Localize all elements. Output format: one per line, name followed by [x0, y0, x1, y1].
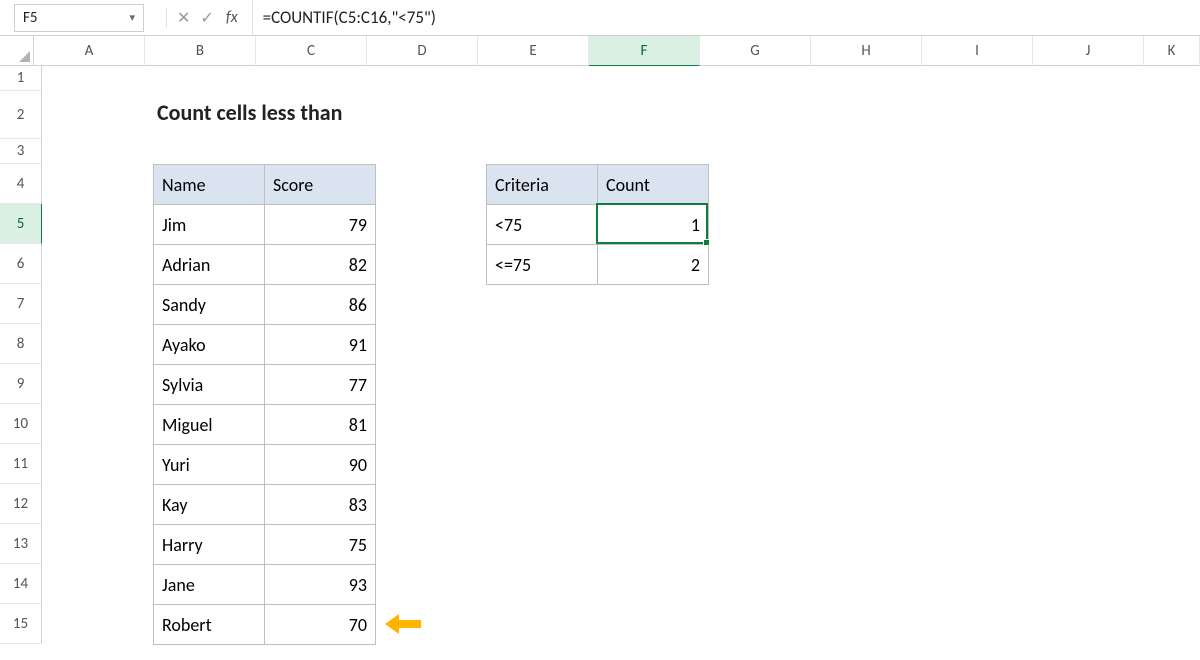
table-cell[interactable]: 77 — [265, 365, 376, 405]
table-cell[interactable]: Jim — [154, 205, 265, 245]
row-header-10[interactable]: 10 — [0, 404, 42, 444]
row-header-3[interactable]: 3 — [0, 139, 42, 164]
table-cell[interactable]: Robert — [154, 605, 265, 645]
table-cell[interactable]: Kay — [154, 485, 265, 525]
highlight-arrow-icon — [385, 612, 421, 636]
table-cell[interactable]: <=75 — [487, 245, 598, 285]
table-row: Ayako91 — [154, 325, 376, 365]
column-header-I[interactable]: I — [922, 36, 1033, 66]
table-cell[interactable]: 1 — [598, 205, 709, 245]
fx-icon[interactable]: fx — [226, 8, 238, 27]
row-header-8[interactable]: 8 — [0, 324, 42, 364]
table-row: Jane93 — [154, 565, 376, 605]
row-header-1[interactable]: 1 — [0, 66, 42, 91]
name-box[interactable]: F5 ▾ — [14, 4, 144, 32]
enter-icon[interactable]: ✓ — [200, 8, 213, 28]
row-headers: 123456789101112131415 — [0, 66, 42, 660]
column-header-C[interactable]: C — [256, 36, 367, 66]
row-header-12[interactable]: 12 — [0, 484, 42, 524]
row-header-4[interactable]: 4 — [0, 164, 42, 204]
row-header-2[interactable]: 2 — [0, 91, 42, 139]
table-row: Sandy86 — [154, 285, 376, 325]
column-headers: ABCDEFGHIJK — [34, 36, 1200, 66]
page-title: Count cells less than — [157, 99, 342, 126]
column-header-B[interactable]: B — [145, 36, 256, 66]
table-cell[interactable]: Sylvia — [154, 365, 265, 405]
row-header-11[interactable]: 11 — [0, 444, 42, 484]
table-row: <751 — [487, 205, 709, 245]
table-cell[interactable]: 91 — [265, 325, 376, 365]
row-header-9[interactable]: 9 — [0, 364, 42, 404]
column-header-F[interactable]: F — [589, 36, 700, 66]
table-header: Criteria — [487, 165, 598, 205]
table-header: Count — [598, 165, 709, 205]
table-row: Adrian82 — [154, 245, 376, 285]
table-cell[interactable]: Harry — [154, 525, 265, 565]
table-cell[interactable]: 79 — [265, 205, 376, 245]
column-header-D[interactable]: D — [367, 36, 478, 66]
table-cell[interactable]: 86 — [265, 285, 376, 325]
table-cell[interactable]: Jane — [154, 565, 265, 605]
name-box-value: F5 — [23, 9, 38, 27]
table-cell[interactable]: <75 — [487, 205, 598, 245]
column-header-K[interactable]: K — [1144, 36, 1200, 66]
table-header: Score — [265, 165, 376, 205]
cells-area[interactable]: Count cells less than NameScoreJim79Adri… — [42, 66, 1200, 660]
row-header-6[interactable]: 6 — [0, 244, 42, 284]
table-cell[interactable]: 81 — [265, 405, 376, 445]
table-row: Jim79 — [154, 205, 376, 245]
row-header-13[interactable]: 13 — [0, 524, 42, 564]
table-cell[interactable]: 90 — [265, 445, 376, 485]
table-cell[interactable]: Adrian — [154, 245, 265, 285]
column-header-E[interactable]: E — [478, 36, 589, 66]
formula-bar-buttons: ✕ ✓ fx — [152, 0, 253, 35]
select-all-corner[interactable] — [0, 36, 34, 66]
formula-bar: F5 ▾ ✕ ✓ fx =COUNTIF(C5:C16,"<75") — [0, 0, 1200, 36]
table-row: Kay83 — [154, 485, 376, 525]
row-header-14[interactable]: 14 — [0, 564, 42, 604]
table-cell[interactable]: Sandy — [154, 285, 265, 325]
column-header-A[interactable]: A — [34, 36, 145, 66]
table-row: Robert70 — [154, 605, 376, 645]
table-row: Sylvia77 — [154, 365, 376, 405]
table-cell[interactable]: Ayako — [154, 325, 265, 365]
column-header-G[interactable]: G — [700, 36, 811, 66]
table-cell[interactable]: 83 — [265, 485, 376, 525]
table-row: <=752 — [487, 245, 709, 285]
criteria-count-table: CriteriaCount<751<=752 — [486, 164, 709, 285]
table-row: Miguel81 — [154, 405, 376, 445]
chevron-down-icon[interactable]: ▾ — [129, 11, 135, 24]
divider — [166, 8, 167, 28]
table-row: Yuri90 — [154, 445, 376, 485]
table-row: Harry75 — [154, 525, 376, 565]
table-cell[interactable]: 75 — [265, 525, 376, 565]
column-header-J[interactable]: J — [1033, 36, 1144, 66]
table-cell[interactable]: Yuri — [154, 445, 265, 485]
row-header-15[interactable]: 15 — [0, 604, 42, 644]
table-cell[interactable]: Miguel — [154, 405, 265, 445]
row-header-5[interactable]: 5 — [0, 204, 42, 244]
table-header: Name — [154, 165, 265, 205]
table-cell[interactable]: 93 — [265, 565, 376, 605]
table-cell[interactable]: 70 — [265, 605, 376, 645]
column-header-H[interactable]: H — [811, 36, 922, 66]
row-header-7[interactable]: 7 — [0, 284, 42, 324]
name-score-table: NameScoreJim79Adrian82Sandy86Ayako91Sylv… — [153, 164, 376, 645]
table-cell[interactable]: 82 — [265, 245, 376, 285]
cancel-icon[interactable]: ✕ — [177, 8, 190, 28]
table-cell[interactable]: 2 — [598, 245, 709, 285]
formula-input[interactable]: =COUNTIF(C5:C16,"<75") — [253, 7, 1200, 28]
